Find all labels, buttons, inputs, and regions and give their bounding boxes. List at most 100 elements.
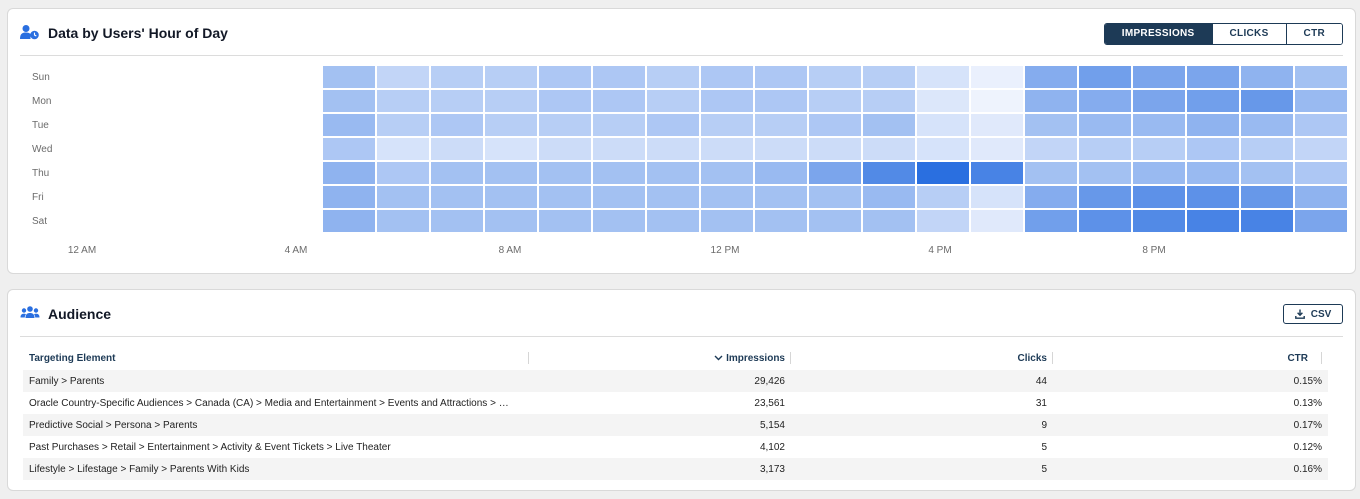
heatmap-cell[interactable] bbox=[863, 210, 915, 232]
heatmap-cell[interactable] bbox=[1079, 138, 1131, 160]
heatmap-cell[interactable] bbox=[1133, 90, 1185, 112]
heatmap-cell[interactable] bbox=[377, 114, 429, 136]
heatmap-cell[interactable] bbox=[701, 210, 753, 232]
heatmap-cell[interactable] bbox=[809, 114, 861, 136]
heatmap-cell[interactable] bbox=[809, 186, 861, 208]
col-header-targeting-element[interactable]: Targeting Element bbox=[23, 346, 529, 370]
heatmap-cell[interactable] bbox=[377, 210, 429, 232]
heatmap-cell[interactable] bbox=[1079, 90, 1131, 112]
heatmap-cell[interactable] bbox=[539, 138, 591, 160]
col-header-impressions[interactable]: Impressions bbox=[529, 346, 791, 370]
heatmap-cell[interactable] bbox=[377, 90, 429, 112]
heatmap-cell[interactable] bbox=[323, 162, 375, 184]
heatmap-cell[interactable] bbox=[971, 186, 1023, 208]
heatmap-cell[interactable] bbox=[701, 186, 753, 208]
heatmap-cell[interactable] bbox=[377, 138, 429, 160]
heatmap-cell[interactable] bbox=[647, 162, 699, 184]
heatmap-cell[interactable] bbox=[1133, 114, 1185, 136]
heatmap-cell[interactable] bbox=[647, 114, 699, 136]
heatmap-cell[interactable] bbox=[1295, 90, 1347, 112]
heatmap-cell[interactable] bbox=[971, 114, 1023, 136]
heatmap-cell[interactable] bbox=[431, 162, 483, 184]
heatmap-cell[interactable] bbox=[755, 66, 807, 88]
heatmap-cell[interactable] bbox=[539, 162, 591, 184]
heatmap-cell[interactable] bbox=[917, 66, 969, 88]
heatmap-cell[interactable] bbox=[323, 66, 375, 88]
heatmap-cell[interactable] bbox=[1241, 186, 1293, 208]
heatmap-cell[interactable] bbox=[431, 210, 483, 232]
heatmap-cell[interactable] bbox=[1187, 186, 1239, 208]
heatmap-cell[interactable] bbox=[539, 186, 591, 208]
heatmap-cell[interactable] bbox=[1133, 186, 1185, 208]
heatmap-cell[interactable] bbox=[1025, 186, 1077, 208]
heatmap-cell[interactable] bbox=[1295, 114, 1347, 136]
heatmap-cell[interactable] bbox=[539, 210, 591, 232]
heatmap-cell[interactable] bbox=[755, 162, 807, 184]
heatmap-cell[interactable] bbox=[485, 138, 537, 160]
heatmap-cell[interactable] bbox=[485, 114, 537, 136]
heatmap-cell[interactable] bbox=[647, 210, 699, 232]
heatmap-cell[interactable] bbox=[755, 138, 807, 160]
heatmap-cell[interactable] bbox=[485, 162, 537, 184]
heatmap-cell[interactable] bbox=[431, 114, 483, 136]
heatmap-cell[interactable] bbox=[323, 210, 375, 232]
heatmap-cell[interactable] bbox=[863, 114, 915, 136]
tab-ctr[interactable]: CTR bbox=[1285, 24, 1342, 44]
heatmap-cell[interactable] bbox=[1187, 114, 1239, 136]
heatmap-cell[interactable] bbox=[971, 138, 1023, 160]
heatmap-cell[interactable] bbox=[593, 66, 645, 88]
heatmap-cell[interactable] bbox=[1241, 66, 1293, 88]
heatmap-cell[interactable] bbox=[863, 138, 915, 160]
heatmap-cell[interactable] bbox=[1295, 186, 1347, 208]
heatmap-cell[interactable] bbox=[323, 186, 375, 208]
tab-clicks[interactable]: CLICKS bbox=[1211, 24, 1286, 44]
heatmap-cell[interactable] bbox=[701, 138, 753, 160]
heatmap-cell[interactable] bbox=[647, 186, 699, 208]
heatmap-cell[interactable] bbox=[971, 162, 1023, 184]
heatmap-cell[interactable] bbox=[1241, 138, 1293, 160]
heatmap-cell[interactable] bbox=[1241, 162, 1293, 184]
heatmap-cell[interactable] bbox=[593, 90, 645, 112]
heatmap-cell[interactable] bbox=[863, 162, 915, 184]
heatmap-cell[interactable] bbox=[1295, 210, 1347, 232]
heatmap-cell[interactable] bbox=[755, 186, 807, 208]
heatmap-cell[interactable] bbox=[917, 138, 969, 160]
heatmap-cell[interactable] bbox=[917, 114, 969, 136]
heatmap-cell[interactable] bbox=[377, 186, 429, 208]
col-header-ctr[interactable]: CTR bbox=[1053, 346, 1328, 370]
heatmap-cell[interactable] bbox=[485, 90, 537, 112]
heatmap-cell[interactable] bbox=[755, 114, 807, 136]
heatmap-cell[interactable] bbox=[1079, 162, 1131, 184]
heatmap-cell[interactable] bbox=[1079, 66, 1131, 88]
heatmap-cell[interactable] bbox=[863, 90, 915, 112]
heatmap-cell[interactable] bbox=[1295, 162, 1347, 184]
heatmap-cell[interactable] bbox=[377, 66, 429, 88]
heatmap-cell[interactable] bbox=[1133, 162, 1185, 184]
heatmap-cell[interactable] bbox=[971, 90, 1023, 112]
heatmap-cell[interactable] bbox=[1133, 138, 1185, 160]
heatmap-cell[interactable] bbox=[863, 186, 915, 208]
heatmap-cell[interactable] bbox=[593, 210, 645, 232]
heatmap-cell[interactable] bbox=[809, 210, 861, 232]
heatmap-cell[interactable] bbox=[1187, 66, 1239, 88]
heatmap-cell[interactable] bbox=[1079, 114, 1131, 136]
heatmap-cell[interactable] bbox=[539, 90, 591, 112]
heatmap-cell[interactable] bbox=[1079, 210, 1131, 232]
heatmap-cell[interactable] bbox=[485, 66, 537, 88]
heatmap-cell[interactable] bbox=[1295, 138, 1347, 160]
heatmap-cell[interactable] bbox=[431, 90, 483, 112]
heatmap-cell[interactable] bbox=[431, 186, 483, 208]
heatmap-cell[interactable] bbox=[323, 114, 375, 136]
heatmap-cell[interactable] bbox=[539, 66, 591, 88]
heatmap-cell[interactable] bbox=[1187, 138, 1239, 160]
heatmap-cell[interactable] bbox=[917, 90, 969, 112]
heatmap-cell[interactable] bbox=[1025, 138, 1077, 160]
heatmap-cell[interactable] bbox=[1079, 186, 1131, 208]
csv-download-button[interactable]: CSV bbox=[1283, 304, 1343, 324]
heatmap-cell[interactable] bbox=[917, 210, 969, 232]
heatmap-cell[interactable] bbox=[323, 138, 375, 160]
heatmap-cell[interactable] bbox=[1295, 66, 1347, 88]
heatmap-cell[interactable] bbox=[593, 186, 645, 208]
heatmap-cell[interactable] bbox=[647, 66, 699, 88]
heatmap-cell[interactable] bbox=[1133, 66, 1185, 88]
